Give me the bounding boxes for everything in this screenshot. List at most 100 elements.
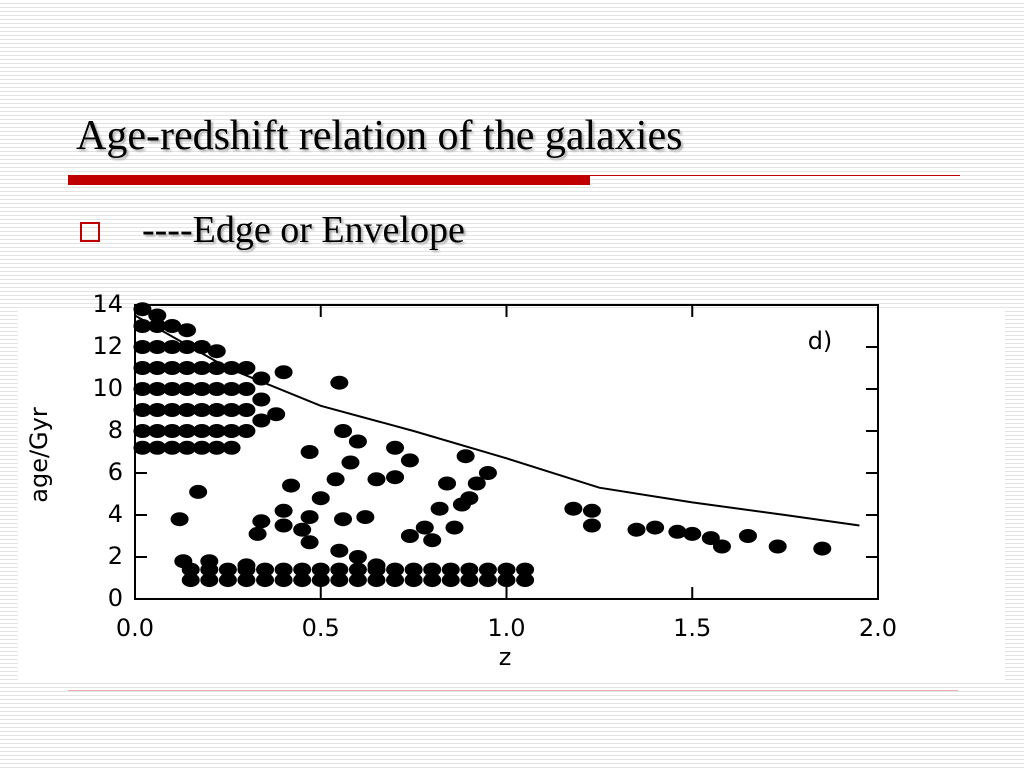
data-point — [300, 510, 319, 525]
footer-rule — [68, 690, 958, 691]
data-point — [237, 382, 256, 396]
data-point — [181, 573, 200, 588]
slide-title: Age-redshift relation of the galaxies — [76, 113, 683, 159]
data-point — [330, 573, 349, 588]
data-point — [133, 403, 152, 417]
data-point — [133, 382, 152, 396]
data-point — [478, 573, 497, 588]
data-point — [178, 361, 197, 375]
data-point — [274, 518, 293, 533]
data-point — [274, 573, 293, 588]
data-point — [252, 514, 271, 529]
x-tick-label: 2.0 — [859, 614, 897, 642]
data-point — [282, 478, 301, 493]
data-point — [497, 562, 516, 577]
data-point — [148, 424, 167, 438]
data-point — [163, 403, 182, 417]
data-point — [467, 476, 486, 491]
y-tick-label: 8 — [108, 416, 123, 444]
data-point — [386, 562, 405, 577]
data-point — [330, 375, 349, 390]
data-point — [274, 365, 293, 380]
data-point — [192, 382, 211, 396]
data-point — [163, 361, 182, 375]
data-point — [311, 562, 330, 577]
y-tick-label: 12 — [92, 332, 123, 360]
data-point — [627, 522, 646, 537]
data-point — [415, 520, 434, 535]
x-tick-label: 0.5 — [302, 614, 340, 642]
data-point — [192, 424, 211, 438]
data-point — [207, 382, 226, 396]
data-point — [300, 535, 319, 550]
plot-frame — [134, 304, 879, 600]
data-point — [293, 522, 312, 537]
data-point — [404, 573, 423, 588]
data-point — [148, 340, 167, 354]
bullet-text: ----Edge or Envelope — [142, 209, 465, 251]
x-tick-label: 1.5 — [673, 614, 711, 642]
data-point — [300, 445, 319, 459]
data-point — [712, 539, 731, 554]
data-point — [311, 491, 330, 506]
data-point — [222, 382, 241, 396]
data-point — [200, 573, 219, 588]
data-point — [237, 558, 256, 573]
data-point — [163, 319, 182, 333]
data-point — [311, 573, 330, 588]
data-point — [456, 449, 475, 464]
data-point — [813, 541, 832, 556]
data-point — [133, 302, 152, 317]
data-point — [148, 382, 167, 396]
data-point — [430, 501, 449, 516]
data-point — [148, 403, 167, 417]
data-point — [237, 361, 256, 375]
data-point — [174, 554, 193, 569]
y-tick-label: 2 — [108, 542, 123, 570]
data-point — [178, 382, 197, 396]
data-point — [170, 512, 189, 527]
data-point — [293, 562, 312, 577]
data-point — [133, 424, 152, 438]
data-point — [189, 484, 208, 499]
data-point — [701, 531, 720, 546]
y-axis-label: age/Gyr — [25, 407, 53, 503]
data-point — [192, 440, 211, 455]
y-tick-label: 6 — [108, 458, 123, 486]
data-point — [237, 424, 256, 438]
data-point — [386, 573, 405, 588]
y-tick-label: 4 — [108, 500, 123, 528]
data-point — [326, 472, 345, 487]
data-point — [460, 562, 479, 577]
data-point — [148, 361, 167, 375]
data-point — [497, 573, 516, 588]
data-point — [668, 524, 687, 539]
data-point — [252, 371, 271, 386]
data-point — [178, 424, 197, 438]
data-point — [222, 403, 241, 417]
data-point — [133, 440, 152, 455]
title-rule-thin — [590, 175, 960, 176]
data-point — [178, 323, 197, 338]
data-point — [516, 562, 535, 577]
x-tick-label: 1.0 — [487, 614, 525, 642]
data-point — [148, 440, 167, 455]
data-point — [207, 344, 226, 359]
data-point — [207, 424, 226, 438]
data-point — [348, 434, 367, 449]
data-point — [460, 491, 479, 506]
data-point — [237, 403, 256, 417]
data-point — [192, 403, 211, 417]
data-point — [478, 466, 497, 480]
data-point — [330, 543, 349, 558]
data-point — [646, 520, 665, 535]
data-point — [200, 554, 219, 569]
data-point — [367, 558, 386, 573]
data-point — [133, 361, 152, 375]
data-point — [564, 501, 583, 516]
x-tick-label: 0.0 — [116, 614, 154, 642]
envelope-line — [134, 314, 860, 527]
data-point — [252, 392, 271, 407]
